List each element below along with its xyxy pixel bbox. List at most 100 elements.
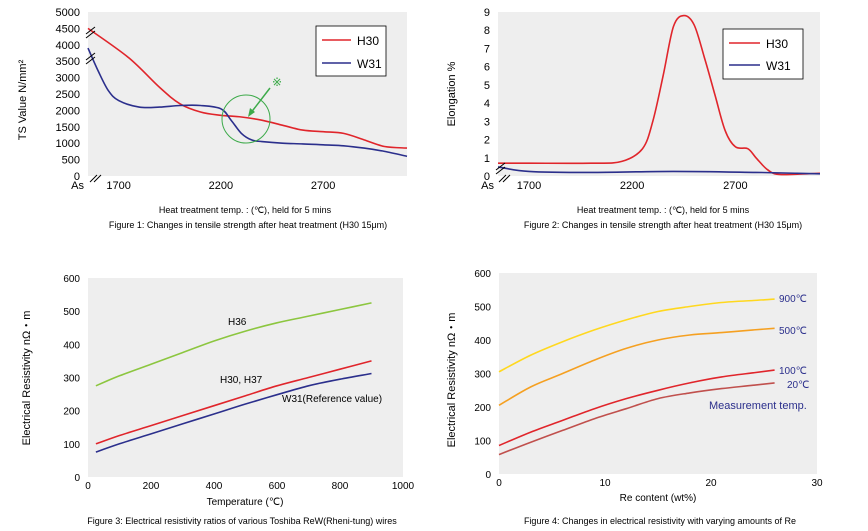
chart-1-series-h30 (87, 27, 408, 149)
chart-3-y-tick-label: 100 (63, 440, 80, 451)
chart-1-y-tick-label: 2000 (56, 105, 80, 117)
chart-1-y-tick-label: 5000 (56, 7, 80, 19)
chart-4-series-500 (498, 327, 775, 406)
chart-4-y-axis-label: Electrical Resistivity nΩ・m (446, 313, 458, 448)
chart-4: 0 100 200 300 400 500 600 0 10 20 30 900℃ 500℃ 10… (446, 269, 823, 526)
chart-4-y-tick-label: 200 (474, 403, 491, 414)
chart-1-legend: H30 W31 (315, 25, 387, 77)
chart-3-label-h36: H36 (228, 317, 247, 328)
chart-4-y-tick-label: 300 (474, 370, 491, 381)
chart-1-highlight-circle (221, 94, 271, 144)
chart-4-y-tick-label: 500 (474, 303, 491, 314)
chart-3-y-tick-label: 400 (63, 340, 80, 351)
chart-1-y-tick-label: 3000 (56, 73, 80, 85)
chart-3-label-h30-h37: H30, H37 (220, 375, 263, 386)
chart-4-series-100 (498, 369, 775, 447)
chart-2-y-axis-label: Elongation % (446, 61, 458, 126)
chart-2-x-tick-label: 2700 (723, 180, 747, 192)
chart-1-y-tick-label: 4500 (56, 23, 80, 35)
chart-2-axis-break-marks (495, 162, 511, 183)
chart-4-measurement-temp: Measurement temp. (709, 400, 807, 412)
chart-1-y-tick-label: 2500 (56, 89, 80, 101)
chart-3-x-tick-label: 0 (85, 481, 91, 492)
chart-3-y-tick-label: 600 (63, 274, 80, 285)
chart-3-x-tick-label: 1000 (392, 481, 415, 492)
chart-2-legend: H30 W31 (722, 28, 804, 80)
chart-2-x-tick-label: As (481, 180, 494, 192)
chart-4-label-500: 500℃ (779, 326, 807, 337)
chart-2-y-tick-label: 4 (484, 98, 490, 110)
chart-4-x-tick-label: 30 (811, 478, 823, 489)
chart-2-x-axis-label: Heat treatment temp. : (℃), held for 5 m… (577, 205, 750, 215)
chart-3-x-tick-label: 600 (269, 481, 286, 492)
chart-1: 0 500 1000 1500 2000 2500 3000 3500 4000 4500 5000… (17, 7, 408, 230)
chart-2-legend-label-w31: W31 (766, 59, 791, 73)
chart-1-legend-label-w31: W31 (357, 57, 382, 71)
chart-4-series-20 (498, 382, 775, 456)
chart-2-x-tick-label: 2200 (620, 180, 644, 192)
chart-4-y-tick-label: 400 (474, 336, 491, 347)
chart-2-series-h30 (498, 14, 821, 176)
chart-1-x-tick-label: As (71, 180, 84, 192)
chart-2-y-tick-label: 1 (484, 153, 490, 165)
chart-1-y-tick-label: 1500 (56, 122, 80, 134)
chart-3-label-w31: W31(Reference value) (282, 394, 382, 405)
chart-2-y-tick-label: 5 (484, 80, 490, 92)
chart-1-caption: Figure 1: Changes in tensile strength af… (109, 220, 387, 230)
chart-3-y-tick-label: 500 (63, 307, 80, 318)
chart-1-y-tick-label: 0 (74, 171, 80, 183)
chart-3-series-h36 (95, 302, 372, 387)
chart-1-annotation-arrowhead (248, 108, 255, 117)
chart-3-y-axis-label: Electrical Resistivity nΩ・m (21, 311, 33, 446)
chart-4-x-tick-label: 20 (705, 478, 717, 489)
chart-3-x-tick-label: 800 (332, 481, 349, 492)
chart-4-series-900 (498, 298, 775, 373)
chart-1-x-axis-label: Heat treatment temp. : (℃), held for 5 m… (159, 205, 332, 215)
chart-2-y-tick-label: 6 (484, 62, 490, 74)
chart-4-x-tick-label: 0 (496, 478, 502, 489)
chart-1-legend-label-h30: H30 (357, 34, 379, 48)
chart-3-x-tick-label: 200 (143, 481, 160, 492)
chart-4-label-900: 900℃ (779, 294, 807, 305)
chart-4-y-tick-label: 0 (485, 470, 491, 481)
chart-2-x-tick-label: 1700 (517, 180, 541, 192)
chart-4-y-tick-label: 100 (474, 437, 491, 448)
chart-1-series-w31 (87, 47, 408, 158)
chart-2-y-tick-label: 9 (484, 7, 490, 19)
chart-3-caption: Figure 3: Electrical resistivity ratios … (87, 516, 397, 526)
chart-1-x-tick-label: 2200 (209, 180, 233, 192)
chart-4-y-tick-label: 600 (474, 269, 491, 280)
chart-3: 0 100 200 300 400 500 600 0 200 400 600 800 1000 H3… (21, 274, 415, 526)
chart-3-x-axis-label: Temperature (℃) (207, 497, 284, 508)
chart-4-label-100: 100℃ (779, 366, 807, 377)
chart-4-plot-area (499, 273, 817, 474)
chart-1-y-axis-label: TS Value N/mm² (17, 59, 29, 140)
chart-1-x-tick-label: 2700 (311, 180, 335, 192)
chart-1-annotation-arrow (249, 87, 271, 115)
chart-3-series-w31-reference-value (95, 372, 372, 453)
chart-3-y-tick-label: 300 (63, 374, 80, 385)
chart-1-y-tick-label: 1000 (56, 138, 80, 150)
chart-4-x-tick-label: 10 (599, 478, 611, 489)
chart-1-y-tick-label: 3500 (56, 56, 80, 68)
chart-3-series-h30-h37 (95, 360, 372, 445)
chart-2-y-tick-label: 7 (484, 43, 490, 55)
chart-2-y-tick-label: 3 (484, 116, 490, 128)
chart-3-y-tick-label: 200 (63, 407, 80, 418)
chart-2-series-w31 (497, 166, 821, 175)
chart-1-annotation-mark: ※ (272, 75, 282, 89)
chart-1-y-tick-label: 4000 (56, 40, 80, 52)
chart-1-axis-break-marks (85, 26, 102, 183)
chart-2-y-tick-label: 2 (484, 135, 490, 147)
chart-1-y-tick-label: 500 (62, 155, 80, 167)
chart-3-y-tick-label: 0 (74, 473, 80, 484)
chart-2-legend-label-h30: H30 (766, 37, 788, 51)
chart-4-label-20: 20℃ (787, 380, 809, 391)
chart-4-caption: Figure 4: Changes in electrical resistiv… (524, 516, 796, 526)
chart-2-y-tick-label: 0 (484, 171, 490, 183)
chart-2: 0 1 2 3 4 5 6 7 8 9 As 1700 2200 2700 H30 W31 Elonga… (446, 7, 821, 230)
chart-3-x-tick-label: 400 (206, 481, 223, 492)
chart-2-y-tick-label: 8 (484, 25, 490, 37)
chart-4-x-axis-label: Re content (wt%) (620, 493, 697, 504)
